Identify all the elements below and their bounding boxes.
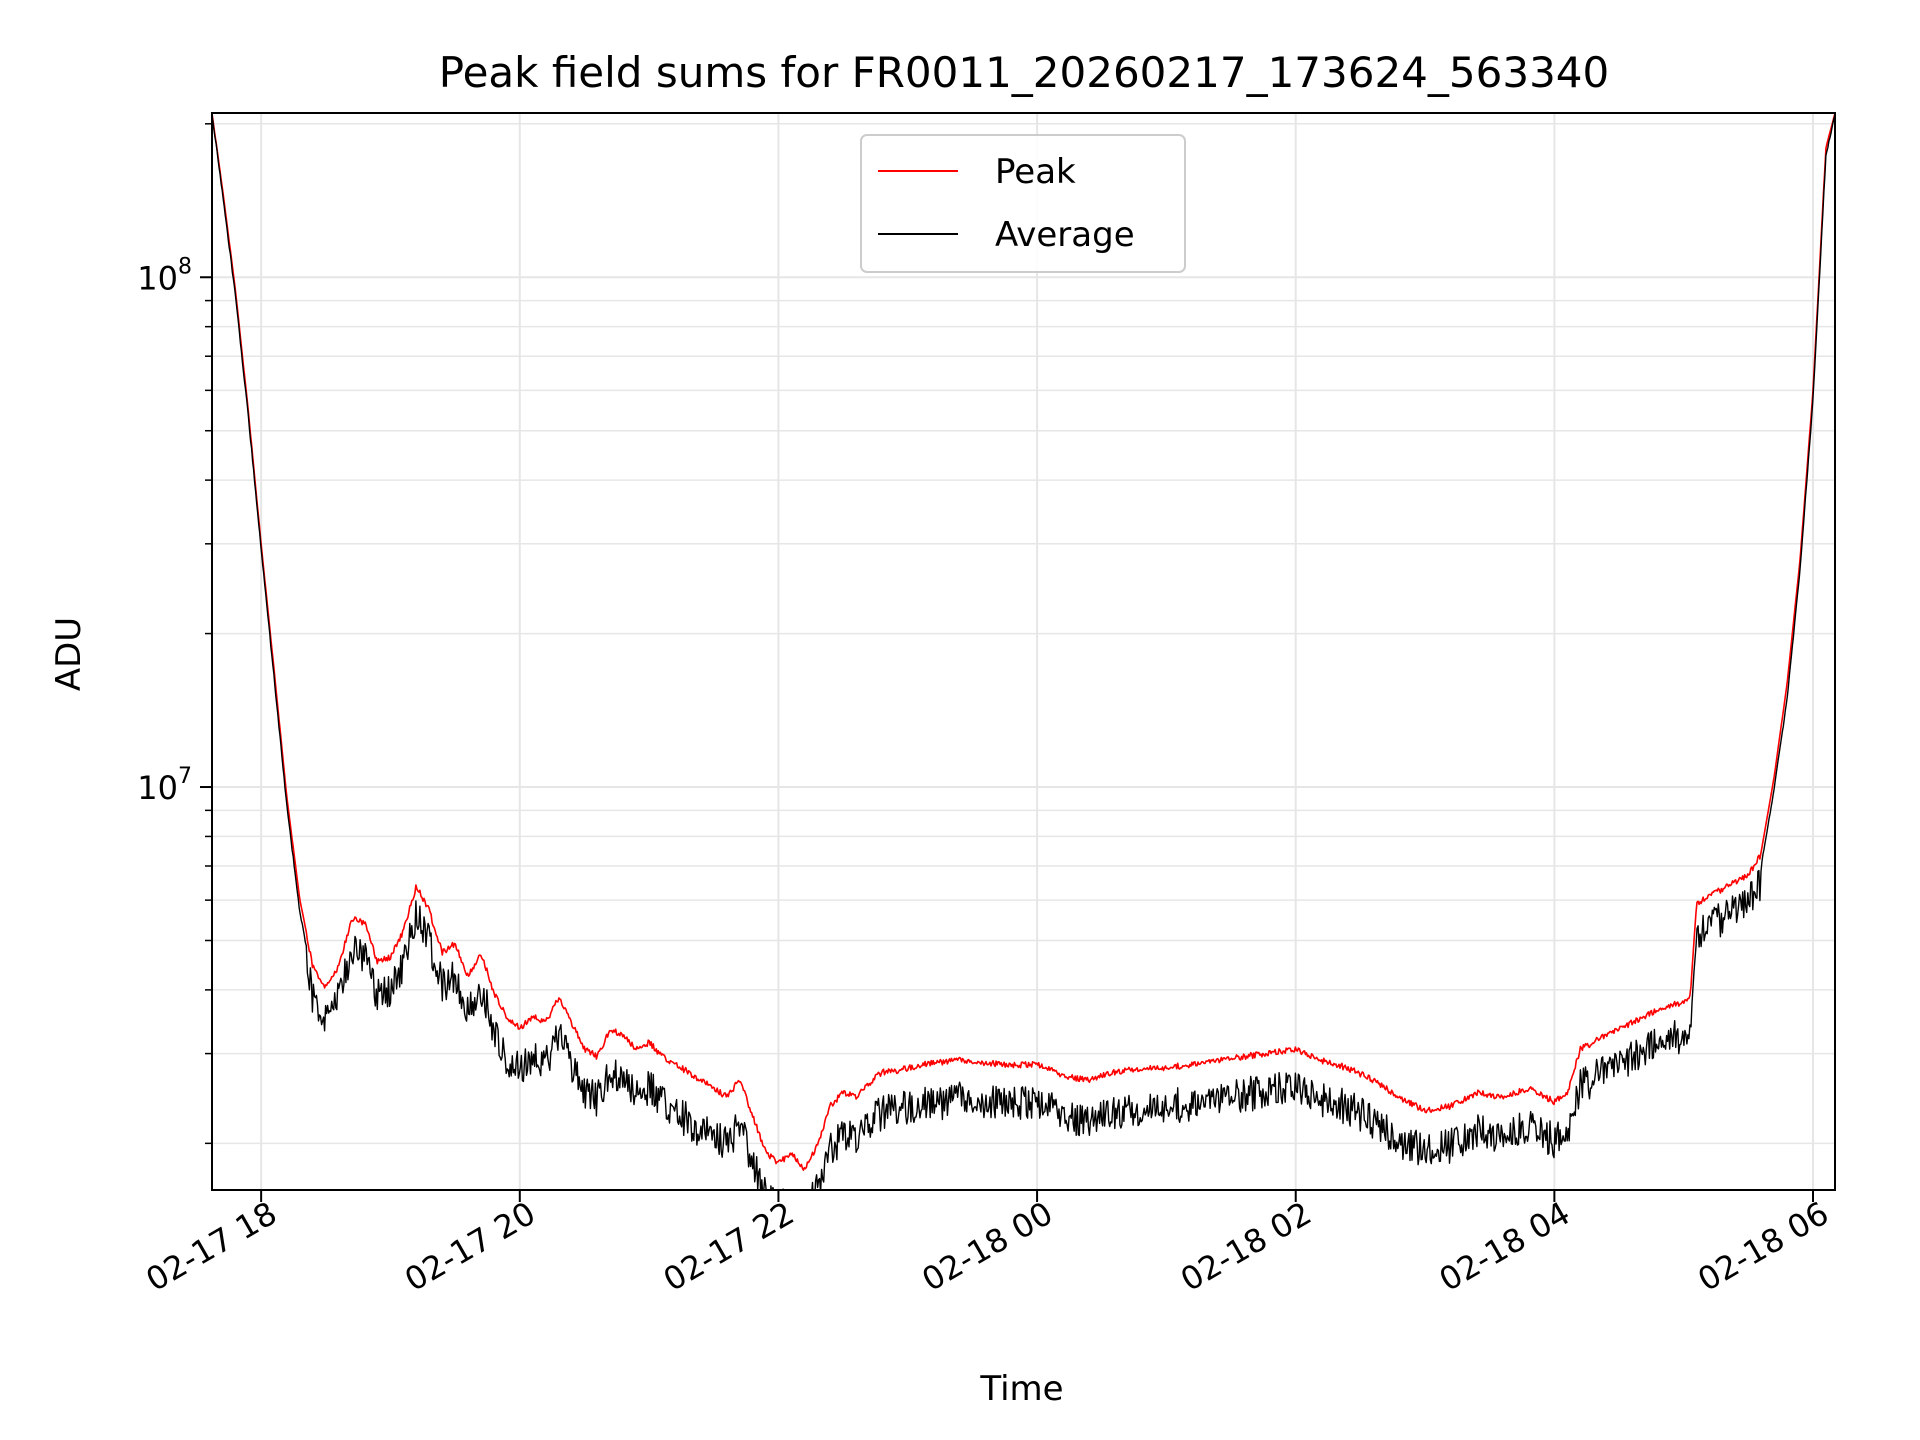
x-axis-label: Time bbox=[979, 1369, 1063, 1409]
grid bbox=[212, 113, 1835, 1190]
series-line-average bbox=[212, 115, 1835, 1190]
legend-peak-label: Peak bbox=[995, 152, 1076, 192]
y-axis-label: ADU bbox=[49, 617, 89, 691]
chart-title: Peak field sums for FR0011_20260217_1736… bbox=[439, 48, 1609, 97]
legend: Peak Average bbox=[860, 134, 1186, 273]
series-line-peak bbox=[212, 113, 1835, 1171]
y-tick-label: 107 bbox=[137, 764, 192, 807]
y-tick-label: 108 bbox=[137, 254, 192, 297]
legend-average-label: Average bbox=[995, 215, 1135, 255]
plot-frame bbox=[211, 112, 1836, 1191]
series-layer bbox=[212, 113, 1835, 1190]
legend-box bbox=[860, 134, 1186, 273]
y-axis: 107 108 bbox=[137, 123, 212, 1145]
